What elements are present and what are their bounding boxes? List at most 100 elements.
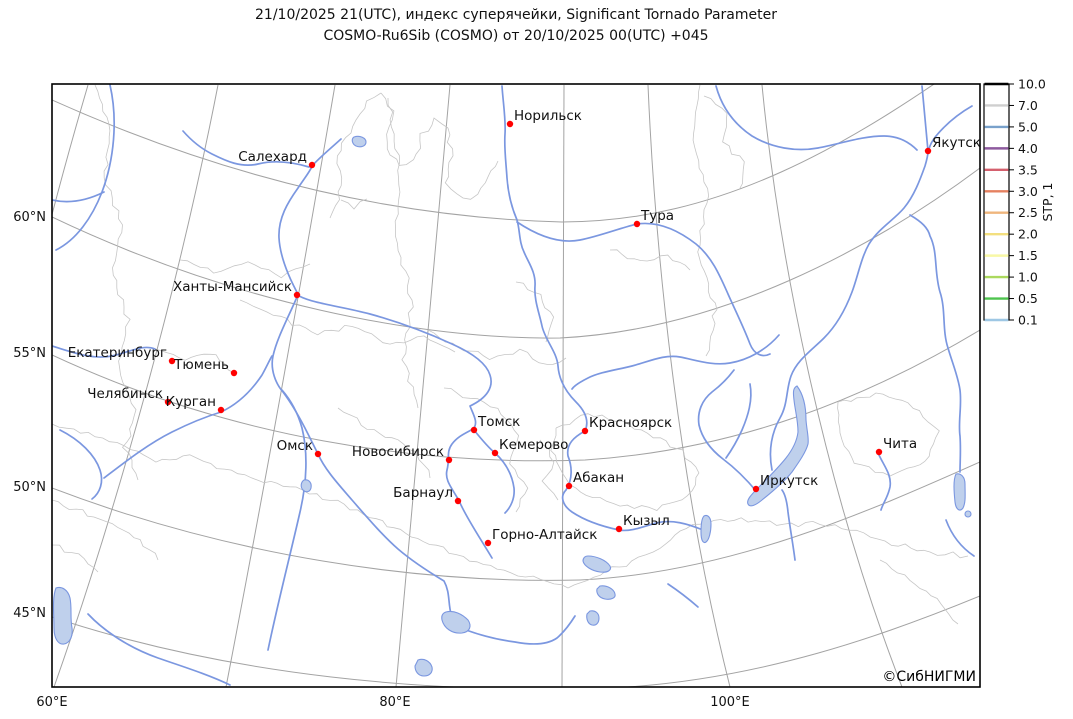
lat-label: 45°N (13, 606, 46, 621)
river (516, 221, 771, 357)
city-label: Якутск (932, 135, 981, 151)
admin-boundary (692, 84, 718, 357)
rivers (52, 84, 975, 686)
city-dot (308, 161, 316, 169)
admin-boundary (52, 499, 159, 561)
city-label: Салехард (238, 149, 307, 165)
city-dot (924, 147, 932, 155)
city-dot (615, 525, 623, 533)
city-dot (217, 406, 225, 414)
admin-boundary (539, 439, 559, 501)
watermark: ©СибНИГМИ (882, 669, 976, 685)
lake (586, 610, 600, 626)
chart-title: 21/10/2025 21(UTC), индекс суперячейки, … (0, 5, 1032, 47)
river (667, 583, 699, 608)
river (52, 191, 105, 203)
colorbar-tick-label: 7.0 (1018, 98, 1038, 113)
city-label: Новосибирск (352, 444, 444, 460)
admin-boundary (444, 127, 499, 200)
lake (747, 385, 809, 507)
city-dot (454, 497, 462, 505)
river (52, 345, 156, 358)
colorbar-tick-label: 0.5 (1018, 291, 1038, 306)
admin-boundary (337, 407, 431, 479)
colorbar-tick-label: 5.0 (1018, 119, 1038, 134)
city-dot (581, 427, 589, 435)
city-label: Челябинск (87, 386, 163, 402)
city-dot (164, 398, 172, 406)
city-dot (445, 456, 453, 464)
axis-labels: 60°N 55°N 50°N 45°N 60°E 80°E 100°E (13, 210, 750, 710)
river (473, 429, 515, 514)
graticule-line (53, 84, 219, 687)
lake (441, 610, 471, 634)
river (781, 489, 796, 561)
city-dot (752, 485, 760, 493)
colorbar-tick-label: 2.0 (1018, 227, 1038, 242)
city-label: Екатеринбург (68, 345, 167, 361)
city-dot (168, 357, 176, 365)
river (55, 84, 116, 251)
lake (964, 510, 972, 518)
colorbar-tick-label: 1.0 (1018, 270, 1038, 285)
river (59, 429, 103, 500)
lake (596, 585, 616, 600)
city-dot (470, 426, 478, 434)
map-frame (51, 83, 981, 688)
river (769, 85, 929, 471)
admin-boundary (94, 84, 139, 481)
admin-boundary (52, 544, 99, 573)
admin-boundary (879, 559, 959, 625)
graticule-line (647, 84, 731, 687)
admin-boundary (387, 97, 419, 409)
graticule-line (52, 167, 980, 339)
colorbar-tick-label: 10.0 (1018, 77, 1046, 92)
colorbar-tick-label: 3.0 (1018, 184, 1038, 199)
colorbar-title: STP, 1 (1040, 182, 1055, 221)
admin-boundary (154, 348, 235, 374)
lake (953, 473, 966, 511)
colorbar-tick-label: 4.0 (1018, 141, 1038, 156)
river (945, 519, 975, 557)
river (278, 138, 493, 559)
lake (351, 135, 367, 148)
graticule-line (52, 595, 980, 687)
river (909, 214, 962, 473)
lat-label: 55°N (13, 346, 46, 361)
river (267, 389, 307, 651)
river (103, 355, 273, 479)
admin-boundary (329, 92, 382, 219)
title-line-2: COSMO-Ru6Sib (COSMO) от 20/10/2025 00(UT… (323, 28, 709, 44)
admin-boundary (837, 392, 940, 477)
colorbar-box (983, 83, 1010, 321)
colorbar-tick-label: 1.5 (1018, 248, 1038, 263)
graticule-line (52, 84, 935, 223)
river (87, 613, 231, 686)
lakes (52, 135, 972, 677)
city-label: Курган (166, 394, 216, 410)
graticule-line (225, 84, 336, 687)
lake (414, 658, 433, 677)
admin-boundary (703, 95, 745, 191)
city-label: Горно-Алтайск (492, 527, 597, 543)
city-dot (230, 369, 238, 377)
lake (700, 514, 712, 544)
river (182, 130, 310, 168)
river (715, 85, 918, 151)
admin-boundaries (52, 84, 969, 625)
admin-boundary (179, 259, 311, 279)
graticule-line (52, 461, 980, 581)
title-line-1: 21/10/2025 21(UTC), индекс суперячейки, … (255, 7, 777, 23)
lat-label: 50°N (13, 480, 46, 495)
city-dot (314, 450, 322, 458)
lake (52, 586, 73, 645)
city-label: Норильск (514, 108, 582, 124)
city-dot (506, 120, 514, 128)
lon-label: 100°E (710, 695, 750, 710)
colorbar-tick-label: 3.5 (1018, 162, 1038, 177)
graticule-line (395, 84, 451, 687)
city-label: Кызыл (623, 513, 670, 529)
city-dot (875, 448, 883, 456)
city-dot (484, 539, 492, 547)
